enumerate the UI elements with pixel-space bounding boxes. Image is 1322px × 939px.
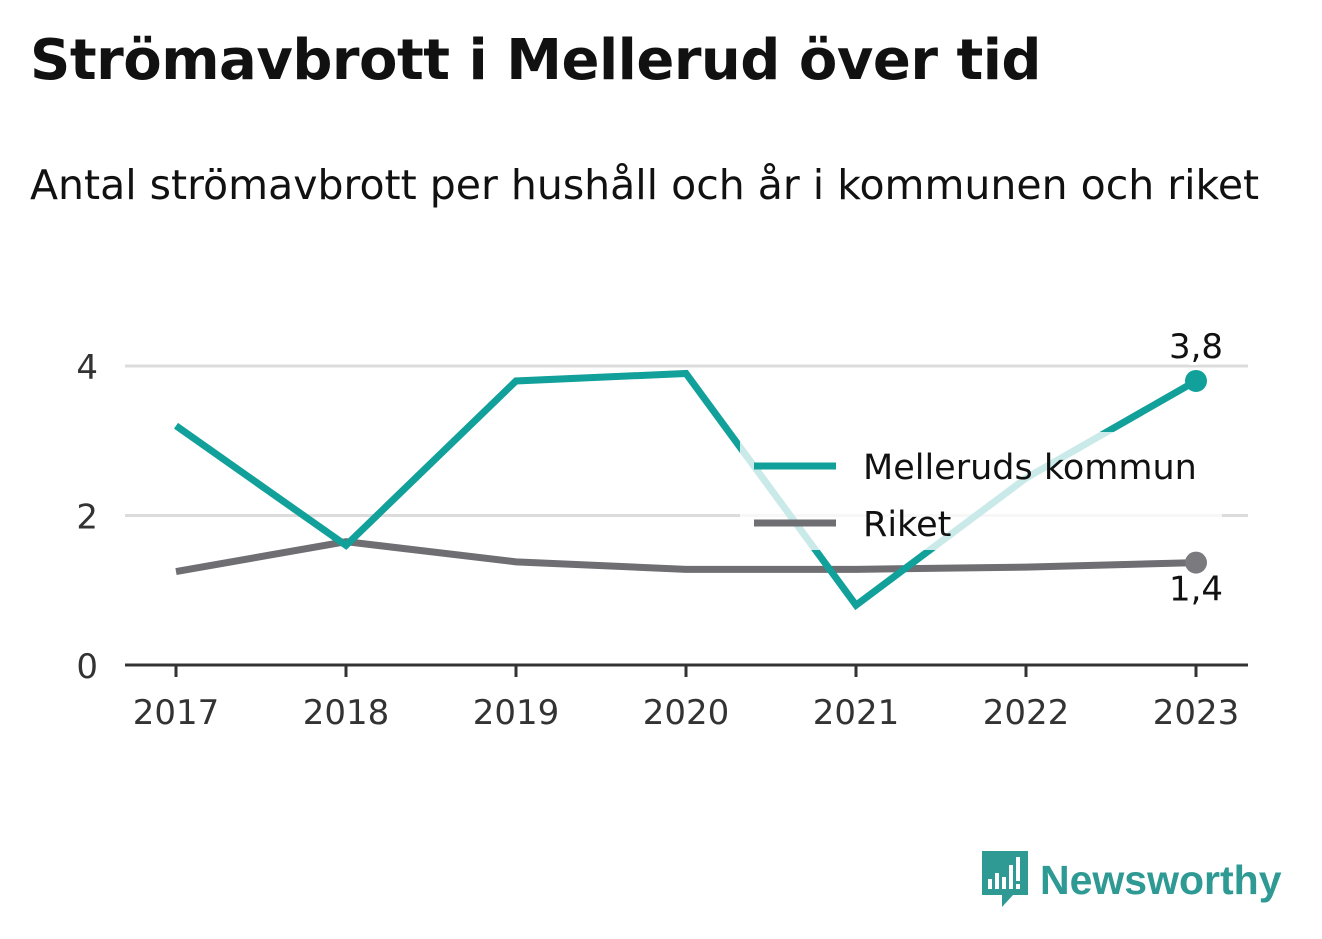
legend-backdrop (740, 432, 1222, 550)
x-tick-label: 2020 (643, 693, 730, 733)
x-tick-label: 2023 (1153, 693, 1240, 733)
y-tick-label: 4 (76, 348, 98, 388)
newsworthy-logo-icon (982, 851, 1028, 907)
x-tick-label: 2019 (473, 693, 560, 733)
legend-label: Riket (863, 505, 951, 545)
y-tick-label: 2 (76, 498, 98, 538)
x-tick-label: 2022 (983, 693, 1070, 733)
brand-logo: Newsworthy (980, 849, 1282, 911)
x-tick-label: 2017 (133, 693, 220, 733)
end-data-label: 3,8 (1169, 327, 1223, 367)
legend-label: Melleruds kommun (863, 448, 1197, 488)
end-point-marker (1185, 551, 1207, 574)
end-point-marker (1185, 369, 1207, 392)
brand-name: Newsworthy (1040, 856, 1282, 903)
x-tick-label: 2018 (303, 693, 390, 733)
x-tick-label: 2021 (813, 693, 900, 733)
chart-subtitle: Antal strömavbrott per hushåll och år i … (30, 161, 1260, 209)
end-data-label: 1,4 (1169, 570, 1223, 610)
chart-title: Strömavbrott i Mellerud över tid (30, 28, 1042, 93)
y-tick-label: 0 (76, 647, 98, 687)
